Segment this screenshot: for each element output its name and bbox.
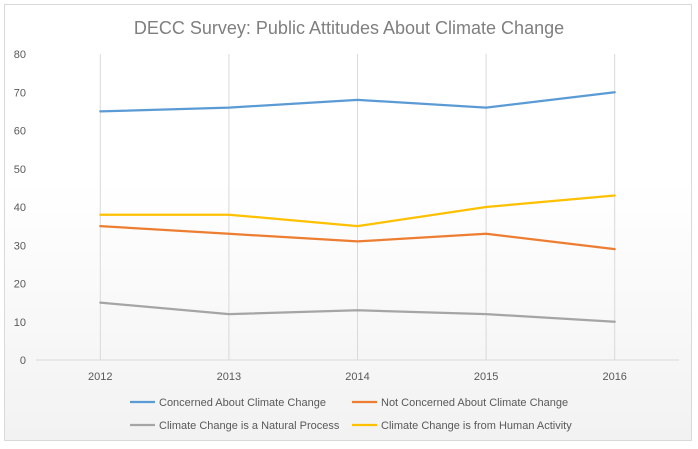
series-line-3	[99, 301, 616, 323]
series-layer	[99, 91, 616, 323]
legend-label: Climate Change is from Human Activity	[381, 420, 572, 432]
y-tick-label: 50	[14, 164, 26, 176]
chart-title: DECC Survey: Public Attitudes About Clim…	[134, 18, 564, 38]
x-tick-label: 2016	[602, 371, 626, 383]
y-tick-label: 80	[14, 49, 26, 61]
legend-item: Not Concerned About Climate Change	[352, 397, 568, 409]
legend: Concerned About Climate Change Not Concer…	[130, 397, 572, 432]
y-tick-label: 0	[20, 355, 26, 367]
chart-area	[4, 4, 692, 441]
y-tick-label: 60	[14, 126, 26, 138]
legend-item: Climate Change is a Natural Process	[130, 420, 340, 432]
x-tick-label: 2012	[88, 371, 112, 383]
y-tick-label: 10	[14, 317, 26, 329]
series-line-4	[99, 194, 616, 228]
legend-item: Climate Change is from Human Activity	[352, 420, 572, 432]
series-line-2	[99, 224, 616, 251]
axis-layer: 0 10 20 30 40 50 60 70 80 2012 2013 2014 2015 2016	[14, 49, 679, 383]
legend-label: Climate Change is a Natural Process	[159, 420, 340, 432]
series-line-1	[99, 91, 616, 113]
y-tick-label: 20	[14, 279, 26, 291]
legend-label: Not Concerned About Climate Change	[381, 397, 568, 409]
y-tick-label: 70	[14, 87, 26, 99]
grid-layer	[99, 54, 616, 360]
legend-label: Concerned About Climate Change	[159, 397, 326, 409]
x-tick-label: 2014	[345, 371, 369, 383]
y-tick-label: 30	[14, 240, 26, 252]
y-tick-label: 40	[14, 202, 26, 214]
x-tick-label: 2015	[474, 371, 498, 383]
x-tick-label: 2013	[217, 371, 241, 383]
legend-item: Concerned About Climate Change	[130, 397, 326, 409]
